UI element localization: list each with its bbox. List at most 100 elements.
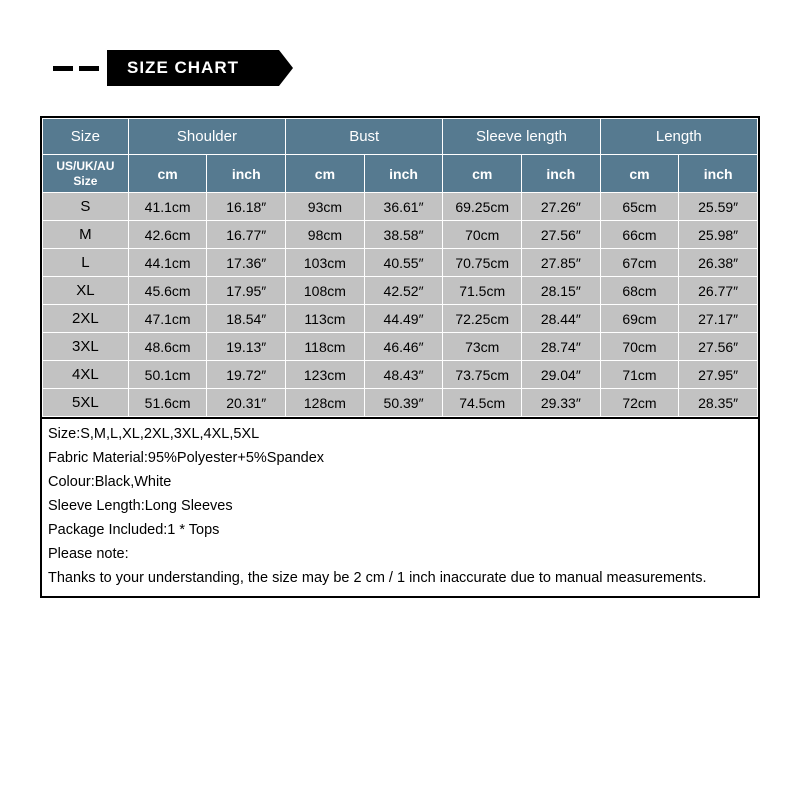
value-cell: 44.49″	[364, 305, 443, 333]
value-cell: 48.43″	[364, 361, 443, 389]
value-cell: 48.6cm	[128, 333, 207, 361]
value-cell: 17.36″	[207, 249, 286, 277]
value-cell: 113cm	[286, 305, 365, 333]
table-row: XL45.6cm17.95″108cm42.52″71.5cm28.15″68c…	[43, 277, 758, 305]
sub-inch: inch	[522, 155, 601, 193]
table-row: 4XL50.1cm19.72″123cm48.43″73.75cm29.04″7…	[43, 361, 758, 389]
value-cell: 71.5cm	[443, 277, 522, 305]
value-cell: 27.56″	[679, 333, 758, 361]
size-cell: XL	[43, 277, 129, 305]
size-cell: 3XL	[43, 333, 129, 361]
value-cell: 41.1cm	[128, 193, 207, 221]
table-row: S41.1cm16.18″93cm36.61″69.25cm27.26″65cm…	[43, 193, 758, 221]
note-line: Sleeve Length:Long Sleeves	[48, 495, 752, 519]
note-line: Fabric Material:95%Polyester+5%Spandex	[48, 447, 752, 471]
value-cell: 70cm	[600, 333, 679, 361]
value-cell: 50.39″	[364, 389, 443, 417]
value-cell: 19.13″	[207, 333, 286, 361]
value-cell: 20.31″	[207, 389, 286, 417]
value-cell: 16.18″	[207, 193, 286, 221]
value-cell: 98cm	[286, 221, 365, 249]
sub-inch: inch	[364, 155, 443, 193]
table-row: M42.6cm16.77″98cm38.58″70cm27.56″66cm25.…	[43, 221, 758, 249]
value-cell: 68cm	[600, 277, 679, 305]
note-line: Thanks to your understanding, the size m…	[48, 567, 752, 591]
value-cell: 27.56″	[522, 221, 601, 249]
value-cell: 72.25cm	[443, 305, 522, 333]
value-cell: 26.38″	[679, 249, 758, 277]
value-cell: 72cm	[600, 389, 679, 417]
value-cell: 40.55″	[364, 249, 443, 277]
value-cell: 73cm	[443, 333, 522, 361]
size-cell: 5XL	[43, 389, 129, 417]
notes-block: Size:S,M,L,XL,2XL,3XL,4XL,5XLFabric Mate…	[42, 417, 758, 596]
value-cell: 70.75cm	[443, 249, 522, 277]
value-cell: 29.33″	[522, 389, 601, 417]
note-line: Size:S,M,L,XL,2XL,3XL,4XL,5XL	[48, 423, 752, 447]
value-cell: 46.46″	[364, 333, 443, 361]
value-cell: 128cm	[286, 389, 365, 417]
banner-title: SIZE CHART	[127, 58, 239, 77]
table-head: Size Shoulder Bust Sleeve length Length …	[43, 119, 758, 193]
value-cell: 108cm	[286, 277, 365, 305]
value-cell: 27.26″	[522, 193, 601, 221]
size-cell: 4XL	[43, 361, 129, 389]
value-cell: 16.77″	[207, 221, 286, 249]
value-cell: 45.6cm	[128, 277, 207, 305]
header-size: Size	[43, 119, 129, 155]
value-cell: 93cm	[286, 193, 365, 221]
sub-cm: cm	[286, 155, 365, 193]
value-cell: 66cm	[600, 221, 679, 249]
value-cell: 19.72″	[207, 361, 286, 389]
header-sleeve: Sleeve length	[443, 119, 600, 155]
value-cell: 47.1cm	[128, 305, 207, 333]
value-cell: 118cm	[286, 333, 365, 361]
value-cell: 74.5cm	[443, 389, 522, 417]
table-row: 2XL47.1cm18.54″113cm44.49″72.25cm28.44″6…	[43, 305, 758, 333]
value-cell: 17.95″	[207, 277, 286, 305]
banner-row: SIZE CHART	[50, 50, 760, 86]
size-cell: L	[43, 249, 129, 277]
value-cell: 27.95″	[679, 361, 758, 389]
header-shoulder: Shoulder	[128, 119, 285, 155]
table-row: 5XL51.6cm20.31″128cm50.39″74.5cm29.33″72…	[43, 389, 758, 417]
value-cell: 42.52″	[364, 277, 443, 305]
table-body: S41.1cm16.18″93cm36.61″69.25cm27.26″65cm…	[43, 193, 758, 417]
sub-inch: inch	[679, 155, 758, 193]
value-cell: 29.04″	[522, 361, 601, 389]
note-line: Please note:	[48, 543, 752, 567]
note-line: Colour:Black,White	[48, 471, 752, 495]
value-cell: 42.6cm	[128, 221, 207, 249]
value-cell: 69.25cm	[443, 193, 522, 221]
tick-icon	[53, 66, 73, 71]
table-row: L44.1cm17.36″103cm40.55″70.75cm27.85″67c…	[43, 249, 758, 277]
value-cell: 73.75cm	[443, 361, 522, 389]
table-row: 3XL48.6cm19.13″118cm46.46″73cm28.74″70cm…	[43, 333, 758, 361]
value-cell: 28.35″	[679, 389, 758, 417]
value-cell: 69cm	[600, 305, 679, 333]
sub-cm: cm	[128, 155, 207, 193]
value-cell: 26.77″	[679, 277, 758, 305]
header-bust: Bust	[286, 119, 443, 155]
value-cell: 25.98″	[679, 221, 758, 249]
value-cell: 50.1cm	[128, 361, 207, 389]
value-cell: 71cm	[600, 361, 679, 389]
value-cell: 36.61″	[364, 193, 443, 221]
header-length: Length	[600, 119, 757, 155]
note-line: Package Included:1 * Tops	[48, 519, 752, 543]
value-cell: 28.15″	[522, 277, 601, 305]
value-cell: 28.74″	[522, 333, 601, 361]
value-cell: 67cm	[600, 249, 679, 277]
value-cell: 27.85″	[522, 249, 601, 277]
value-cell: 27.17″	[679, 305, 758, 333]
sub-cm: cm	[443, 155, 522, 193]
value-cell: 70cm	[443, 221, 522, 249]
size-chart-banner: SIZE CHART	[107, 50, 279, 86]
value-cell: 65cm	[600, 193, 679, 221]
value-cell: 18.54″	[207, 305, 286, 333]
value-cell: 51.6cm	[128, 389, 207, 417]
value-cell: 25.59″	[679, 193, 758, 221]
size-cell: 2XL	[43, 305, 129, 333]
value-cell: 28.44″	[522, 305, 601, 333]
tick-icon	[79, 66, 99, 71]
